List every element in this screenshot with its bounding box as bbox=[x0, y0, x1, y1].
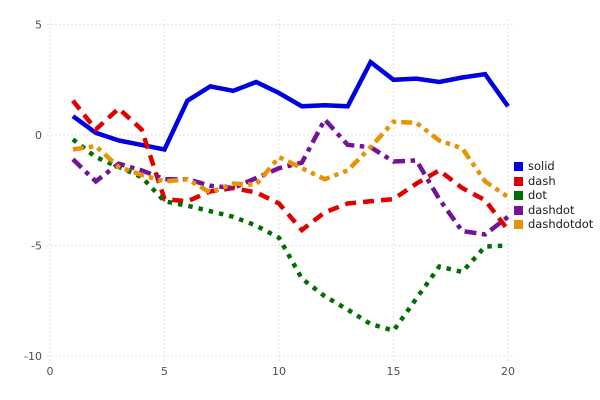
legend-label-dot: dot bbox=[528, 188, 547, 202]
gridlines bbox=[47, 19, 514, 361]
legend-swatch-dot bbox=[514, 191, 523, 201]
svg-text:5: 5 bbox=[161, 365, 168, 378]
legend-item-dot: dot bbox=[514, 188, 593, 202]
svg-text:5: 5 bbox=[35, 19, 42, 32]
axis-tick-labels: 0 5 10 15 20 5 0 -5 -10 bbox=[24, 19, 515, 379]
svg-text:10: 10 bbox=[272, 365, 286, 378]
legend-item-solid: solid bbox=[514, 159, 593, 173]
legend-label-dashdot: dashdot bbox=[528, 202, 575, 217]
svg-text:20: 20 bbox=[501, 365, 515, 378]
legend-swatch-dashdotdot bbox=[514, 220, 523, 230]
legend-item-dashdot: dashdot bbox=[514, 202, 593, 217]
legend-label-dashdotdot: dashdotdot bbox=[528, 217, 594, 231]
legend-item-dash: dash bbox=[514, 173, 593, 188]
series-lines bbox=[71, 58, 510, 334]
legend-label-solid: solid bbox=[528, 159, 555, 173]
svg-text:15: 15 bbox=[387, 365, 401, 378]
svg-text:-10: -10 bbox=[24, 350, 42, 363]
legend-swatch-dashdot bbox=[514, 205, 523, 215]
svg-text:0: 0 bbox=[47, 365, 54, 378]
legend: solid dash dot dashdot dashdotdot bbox=[514, 159, 594, 231]
legend-item-dashdotdot: dashdotdot bbox=[514, 217, 594, 231]
svg-text:-5: -5 bbox=[31, 240, 42, 253]
svg-text:0: 0 bbox=[35, 129, 42, 142]
legend-label-dash: dash bbox=[528, 173, 556, 188]
legend-swatch-dash bbox=[514, 176, 523, 186]
legend-swatch-solid bbox=[514, 162, 523, 172]
